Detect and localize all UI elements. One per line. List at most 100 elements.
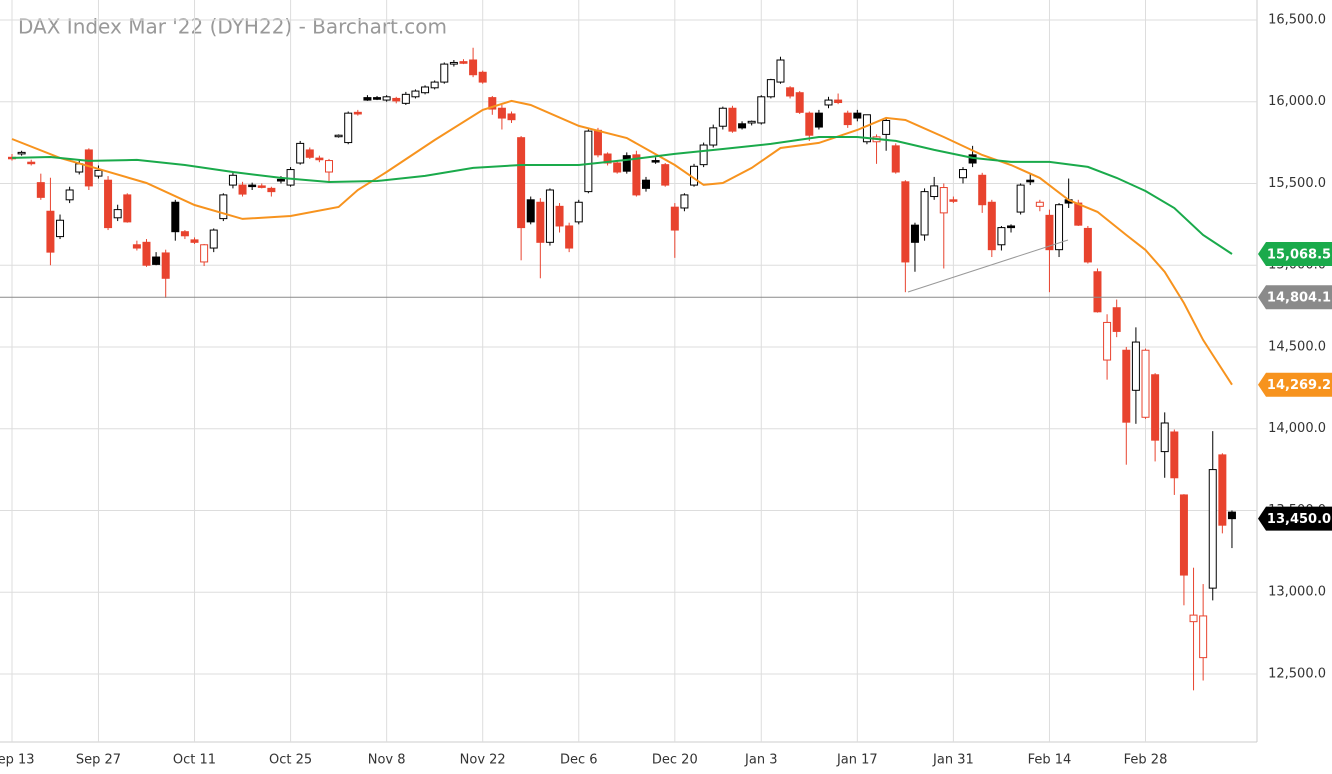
x-tick-label: Oct 25 (269, 753, 312, 768)
candle-body (440, 63, 449, 83)
candle-body (507, 113, 516, 121)
candle-body (843, 112, 852, 126)
x-tick-label: Feb 28 (1124, 753, 1168, 768)
moving-average (11, 136, 1233, 255)
candle-body (161, 252, 170, 279)
moving-average (11, 99, 1233, 386)
candle-body (834, 99, 843, 104)
candle-body (910, 224, 919, 243)
candle-body (1055, 204, 1064, 251)
x-tick-label: Jan 31 (932, 753, 974, 768)
candle-body (200, 244, 209, 263)
candle-body (1199, 615, 1208, 659)
candle-body (411, 90, 420, 98)
candle-body (180, 231, 189, 237)
candle-body (344, 112, 353, 144)
candle-body (152, 256, 161, 265)
candle-body (1151, 374, 1160, 441)
candle-body (469, 59, 478, 76)
candle-body (670, 206, 679, 231)
y-tick-label: 15,500.0 (1268, 176, 1326, 191)
x-tick-label: Nov 22 (460, 753, 506, 768)
candle-body (257, 185, 266, 188)
candle-body (891, 145, 900, 173)
candle-body (478, 71, 487, 83)
candle-body (536, 201, 545, 243)
candle-body (978, 174, 987, 206)
candle-body (142, 241, 151, 266)
candle-body (1179, 494, 1188, 576)
candle-body (401, 93, 410, 104)
candle-body (17, 151, 26, 155)
x-tick-label: Oct 11 (173, 753, 216, 768)
candle-body (728, 107, 737, 132)
candle-body (171, 201, 180, 233)
candle-body (930, 185, 939, 198)
candle-body (392, 97, 401, 102)
candle-body (1083, 227, 1092, 263)
candle-body (709, 127, 718, 146)
y-tick-label: 14,000.0 (1268, 421, 1326, 436)
candle-body (1160, 422, 1169, 453)
candle-body (324, 160, 333, 173)
candle-body (334, 134, 343, 138)
candle-body (228, 174, 237, 186)
candle-body (1035, 201, 1044, 207)
candle-body (27, 161, 36, 165)
candle-body (939, 187, 948, 214)
candle-body (517, 137, 526, 229)
candle-body (805, 112, 814, 136)
candle-body (613, 162, 622, 173)
candle-body (718, 107, 727, 127)
y-tick-label: 16,500.0 (1268, 12, 1326, 27)
y-tick-label: 13,000.0 (1268, 585, 1326, 600)
candle-body (565, 225, 574, 249)
y-tick-label: 12,500.0 (1268, 666, 1326, 681)
candle-body (766, 79, 775, 98)
candle-body (555, 205, 564, 227)
chart-title: DAX Index Mar '22 (DYH22) - Barchart.com (18, 15, 447, 39)
candle-body (1170, 431, 1179, 479)
x-tick-label: Dec 6 (560, 753, 598, 768)
candle-body (497, 107, 506, 119)
candle-body (997, 227, 1006, 246)
x-tick-label: Nov 8 (368, 753, 406, 768)
candle-body (363, 97, 372, 101)
candle-body (1016, 184, 1025, 213)
candle-body (1218, 454, 1227, 526)
candle-body (1227, 511, 1236, 520)
candle-body (641, 179, 650, 189)
candle-body (209, 229, 218, 249)
candle-body (94, 169, 103, 177)
price-badge-label: 13,450.0 (1267, 512, 1331, 527)
candle-body (238, 184, 247, 195)
candle-body (46, 210, 55, 253)
candle-body (1045, 214, 1054, 251)
candle-body (123, 194, 132, 223)
candle-body (738, 123, 747, 129)
candle-body (757, 96, 766, 124)
candle-body (786, 87, 795, 97)
candle-body (113, 209, 122, 219)
candle-body (421, 86, 430, 94)
candle-body (315, 157, 324, 161)
candle-body (622, 155, 631, 172)
candle-body (219, 194, 228, 220)
candle-body (286, 169, 295, 186)
y-tick-label: 16,000.0 (1268, 94, 1326, 109)
candle-body (449, 61, 458, 65)
candle-body (1131, 341, 1140, 391)
price-badge (1258, 285, 1332, 310)
candle-body (296, 142, 305, 164)
candle-body (776, 59, 785, 83)
candle-body (1007, 225, 1016, 229)
candle-body (382, 96, 391, 101)
candle-body (593, 129, 602, 156)
candle-body (526, 199, 535, 223)
candle-body (190, 239, 199, 243)
candle-body (65, 189, 74, 201)
candle-body (1141, 349, 1150, 418)
candle-body (1074, 202, 1083, 226)
x-tick-label: Dec 20 (652, 753, 698, 768)
